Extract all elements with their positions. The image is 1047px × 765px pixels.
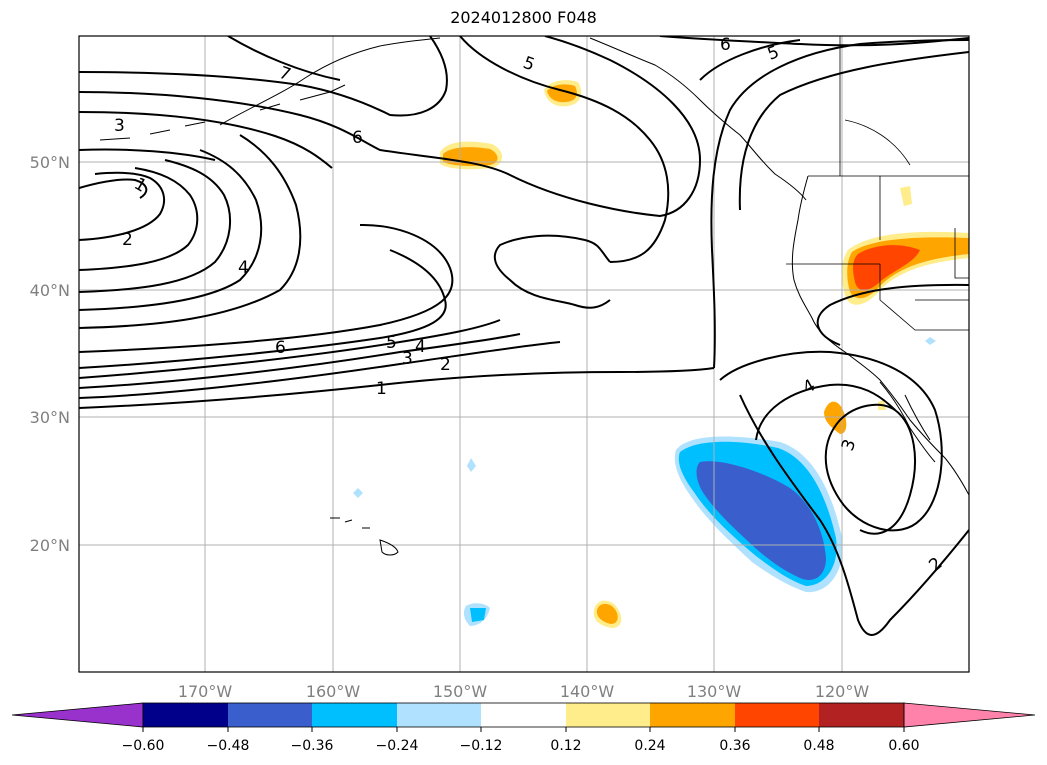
longitude-label: 120°W — [815, 682, 870, 701]
contour-line — [79, 341, 561, 399]
longitude-label: 170°W — [178, 682, 233, 701]
longitude-label: 130°W — [687, 682, 742, 701]
longitude-label: 160°W — [306, 682, 361, 701]
map-frame — [78, 35, 970, 673]
contour-line — [699, 39, 801, 81]
colorbar-segment — [143, 703, 228, 727]
contour-line — [79, 36, 448, 117]
colorbar-segment — [312, 703, 397, 727]
contour-labels: 7 6 5 4 3 2 1 5 6 1 3 2 4 6 5 4 3 2 — [114, 35, 947, 576]
contour-label: 2 — [440, 355, 451, 375]
colorbar-segment — [566, 703, 650, 727]
colorbar-segment — [228, 703, 312, 727]
contour-line — [227, 36, 341, 81]
baja-coastline — [879, 381, 936, 463]
contour-line — [79, 149, 263, 311]
contour-label: 3 — [402, 349, 413, 369]
state-borders — [786, 36, 969, 331]
contour-label: 2 — [122, 230, 133, 250]
aleutian-islands — [99, 121, 206, 141]
contour-line — [719, 350, 943, 521]
colorbar-tick-label: 0.36 — [719, 738, 750, 754]
contour-line — [79, 249, 447, 369]
longitude-label: 140°W — [560, 682, 615, 701]
latitude-label: 20°N — [30, 536, 70, 555]
contour-label: 1 — [376, 379, 387, 399]
latitude-label: 40°N — [30, 281, 70, 300]
colorbar-segment — [819, 703, 904, 727]
coastlines — [99, 36, 969, 556]
shaded-fields — [353, 80, 969, 628]
colorbar-over-arrow — [903, 702, 1036, 728]
contour-line — [79, 167, 199, 271]
contour-line — [738, 51, 969, 211]
colorbar-segment — [650, 703, 735, 727]
colorbar-segment — [481, 703, 566, 727]
colorbar-tick-label: 0.48 — [803, 738, 834, 754]
latitude-labels: 50°N 40°N 30°N 20°N — [30, 153, 70, 555]
colorbar-tick-label: 0.24 — [634, 738, 665, 754]
alaska-panhandle-coastline — [589, 37, 807, 201]
contour-line — [79, 36, 702, 218]
us-west-coastline — [791, 175, 969, 496]
contour-line — [755, 383, 896, 441]
longitude-labels: 170°W 160°W 150°W 140°W 130°W 120°W — [178, 682, 870, 701]
hawaii-islands — [330, 517, 399, 556]
contour-line — [79, 319, 501, 379]
contour-line — [710, 39, 969, 369]
contour-line — [79, 178, 148, 199]
colorbar-segment — [397, 703, 481, 727]
latitude-label: 50°N — [30, 153, 70, 172]
contour-line — [79, 111, 333, 169]
contour-line — [79, 223, 454, 353]
colorbar-tick-label: −0.60 — [122, 738, 165, 754]
contour-line — [659, 36, 969, 47]
contour-line — [79, 148, 216, 161]
contour-label: 6 — [720, 35, 731, 55]
contour-line — [824, 403, 921, 535]
contours — [79, 36, 969, 636]
colorbar-segment — [735, 703, 819, 727]
contour-label: 5 — [386, 333, 397, 353]
contour-label: 6 — [352, 128, 363, 148]
colorbar-tick-label: −0.24 — [376, 738, 419, 754]
contour-label: 4 — [415, 337, 426, 357]
colorbar-tick-label: −0.36 — [291, 738, 334, 754]
contour-label: 3 — [114, 116, 125, 136]
map-panel: 7 6 5 4 3 2 1 5 6 1 3 2 4 6 5 4 3 2 — [79, 35, 969, 672]
colorbar-tick-label: 0.60 — [888, 738, 919, 754]
contour-label: 4 — [238, 258, 249, 278]
contour-line — [79, 171, 166, 241]
colorbar-tick-label: 0.12 — [550, 738, 581, 754]
longitude-label: 150°W — [433, 682, 488, 701]
contour-line — [739, 394, 969, 636]
contour-line — [79, 333, 521, 389]
colorbar-tick-label: −0.48 — [207, 738, 250, 754]
colorbar: −0.60 −0.48 −0.36 −0.24 −0.12 0.12 0.24 … — [11, 702, 1036, 754]
latitude-label: 30°N — [30, 408, 70, 427]
contour-line — [493, 234, 611, 309]
contour-line — [459, 36, 670, 263]
contour-line — [79, 159, 231, 293]
map-title: 2024012800 F048 — [450, 8, 597, 27]
contour-line — [79, 134, 302, 329]
colorbar-tick-label: −0.12 — [460, 738, 503, 754]
contour-line — [816, 283, 969, 346]
contour-label: 6 — [275, 338, 286, 358]
colorbar-under-arrow — [11, 702, 144, 728]
contour-line — [79, 367, 715, 409]
